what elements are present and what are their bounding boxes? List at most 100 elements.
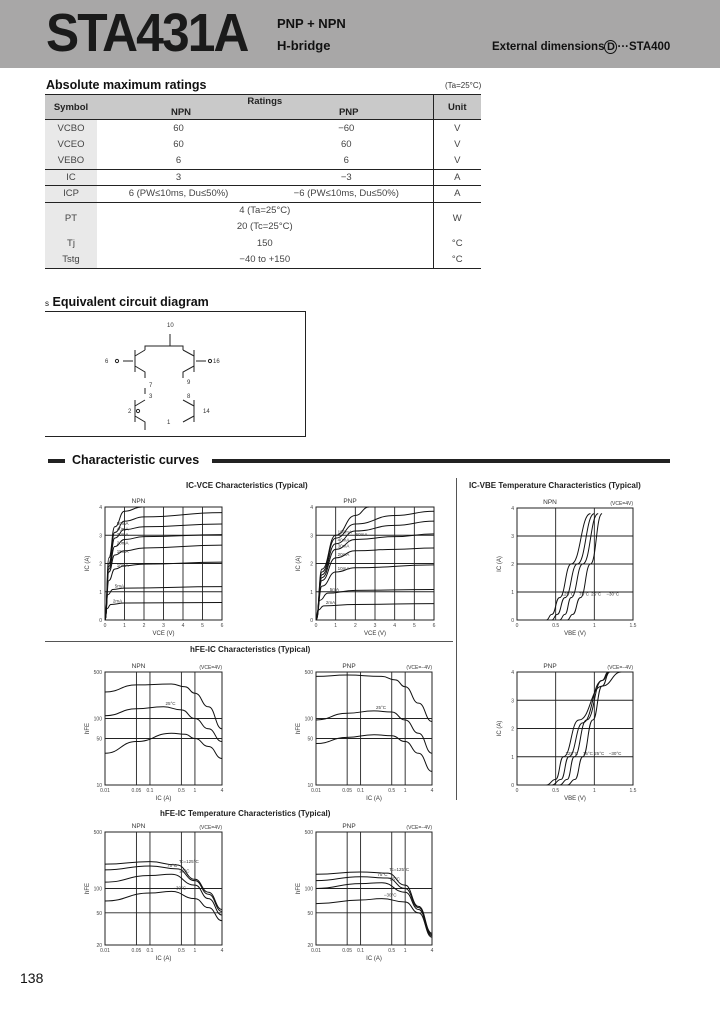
table-row: IC 3 −3 A — [45, 168, 481, 186]
ratings-header: Ratings — [247, 96, 283, 107]
series-line — [567, 513, 603, 621]
symbol-cell: IC — [45, 168, 97, 186]
y-tick-label: 4 — [310, 505, 313, 511]
package-mark: D — [604, 40, 618, 54]
part-number: STA431A — [46, 3, 249, 63]
x-tick-label: 4 — [182, 623, 185, 629]
y-tick-label: 1 — [99, 590, 102, 596]
x-axis-label: VCE (V) — [364, 631, 386, 637]
x-tick-label: 6 — [433, 623, 436, 629]
y-tick-label: 500 — [305, 830, 314, 836]
pin-label: 14 — [203, 409, 210, 415]
series-line — [315, 520, 435, 621]
series-line — [315, 674, 433, 723]
chart: 0.01 0.05 0.1 0.5 1 4 10 50 100 500 25°C IC (A) hFE N… — [85, 663, 224, 802]
pin-label: 8 — [187, 394, 191, 400]
series-label: 10mA — [338, 566, 350, 571]
x-tick-label: 0 — [516, 623, 519, 629]
x-tick-label: 4 — [431, 788, 434, 794]
x-tick-label: 0.01 — [100, 948, 110, 954]
series-line — [104, 890, 223, 922]
group-title: IC-VCE Characteristics (Typical) — [186, 481, 308, 490]
x-tick-label: 1 — [404, 948, 407, 954]
group-title: hFE-IC Temperature Characteristics (Typi… — [160, 809, 331, 818]
table-row: Tj 150 °C — [45, 235, 481, 252]
series-line — [104, 561, 223, 621]
chart-condition: (VCE=4V) — [610, 501, 633, 507]
series-label: 2mA — [113, 598, 122, 603]
x-tick-label: 1 — [593, 623, 596, 629]
x-tick-label: 0 — [516, 788, 519, 794]
y-tick-label: 20 — [96, 943, 102, 949]
y-tick-label: 50 — [307, 737, 313, 743]
y-tick-label: 10 — [96, 783, 102, 789]
pnp-cell: −60 — [338, 122, 355, 134]
pnp-cell: 6 — [343, 155, 349, 166]
y-tick-label: 100 — [94, 887, 103, 893]
pin-label: 6 — [105, 359, 109, 365]
x-tick-label: 1 — [194, 948, 197, 954]
x-tick-label: 4 — [221, 948, 224, 954]
series-line — [315, 588, 435, 621]
npn-cell: 60 — [173, 122, 184, 134]
device-type: PNP + NPN — [277, 16, 346, 31]
series-line — [315, 547, 435, 621]
series-label: −30°C — [609, 751, 622, 756]
y-tick-label: 4 — [99, 505, 102, 511]
col-pnp: PNP — [338, 107, 359, 118]
npn-cell: 3 — [97, 168, 261, 186]
x-tick-label: 4 — [221, 788, 224, 794]
y-tick-label: 500 — [94, 670, 103, 676]
series-line — [546, 513, 591, 621]
y-tick-label: 10 — [307, 783, 313, 789]
series-line — [315, 533, 435, 621]
col-npn: NPN — [170, 107, 192, 118]
y-axis-label: hFE — [296, 883, 302, 894]
series-line — [104, 586, 223, 621]
series-label: 25°C — [390, 877, 401, 882]
x-axis-label: IC (A) — [156, 956, 172, 962]
series-line — [315, 876, 433, 935]
y-tick-label: 50 — [96, 911, 102, 917]
series-line — [315, 510, 435, 621]
column-divider — [456, 478, 457, 800]
pin-label: 7 — [149, 383, 153, 389]
value-cell: 4 (Ta=25°C) — [97, 201, 433, 219]
unit-cell: °C — [432, 251, 481, 268]
col-ratings: Ratings NPN PNP — [97, 94, 433, 120]
device-configuration: H-bridge — [277, 38, 331, 53]
table-row: VCEO 60 60 V — [45, 136, 481, 153]
x-tick-label: 0.05 — [132, 788, 142, 794]
series-line — [104, 601, 223, 621]
pin-label: 16 — [213, 359, 220, 365]
chart-subtitle: PNP — [543, 663, 556, 670]
series-line — [315, 603, 435, 621]
circuit-schematic: 10 6 16 7 9 3 8 2 14 1 — [105, 323, 220, 430]
package-code: ···STA400 — [617, 41, 671, 53]
y-tick-label: 3 — [511, 534, 514, 540]
x-tick-label: 0.5 — [552, 623, 559, 629]
x-tick-label: 4 — [393, 623, 396, 629]
value-cell: −40 to +150 — [239, 254, 291, 265]
symbol-cell: Tj — [45, 235, 97, 252]
pin-label: 10 — [167, 323, 174, 329]
y-tick-label: 3 — [99, 533, 102, 539]
x-tick-label: 6 — [221, 623, 224, 629]
y-axis-label: IC (A) — [85, 556, 91, 572]
pnp-cell: −6 (PW≤10ms, Du≤50%) — [260, 185, 433, 202]
x-tick-label: 4 — [431, 948, 434, 954]
pin-label: 9 — [187, 380, 191, 386]
table-row: PT 4 (Ta=25°C) W — [45, 201, 481, 235]
col-unit: Unit — [432, 94, 481, 120]
npn-cell: 6 — [175, 155, 182, 166]
unit-cell: A — [432, 168, 481, 186]
chart: 0 1 2 3 4 5 601234100mA60mA40mA30mA20mA10mA5mA… — [296, 498, 436, 637]
x-axis-label: IC (A) — [366, 796, 382, 802]
y-tick-label: 50 — [307, 911, 313, 917]
x-tick-label: 0.05 — [342, 948, 352, 954]
series-line — [104, 732, 223, 760]
series-label: 50mA — [117, 521, 129, 526]
unit-cell: V — [432, 136, 481, 153]
y-tick-label: 0 — [511, 783, 514, 789]
